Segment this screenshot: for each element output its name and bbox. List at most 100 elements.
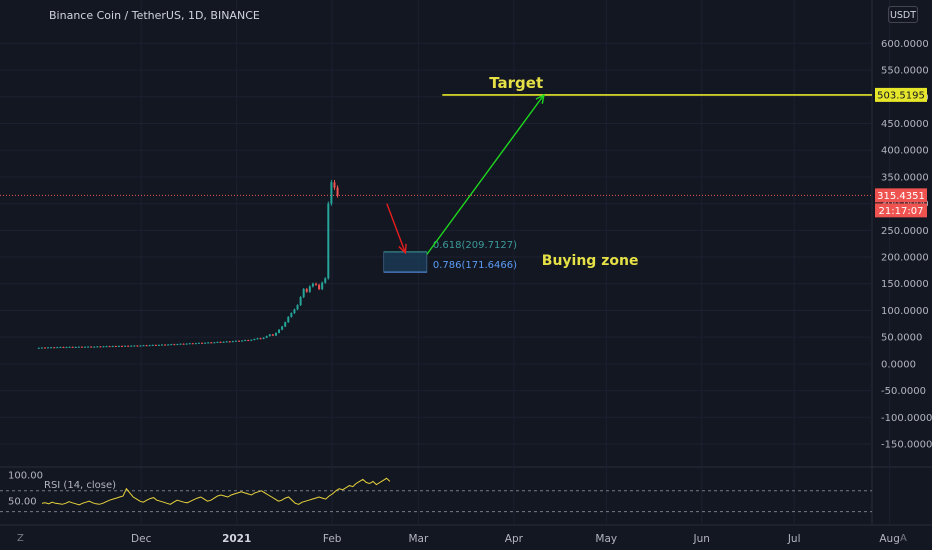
candle xyxy=(182,343,185,345)
candle xyxy=(84,346,86,348)
time-tick-label: Aug xyxy=(879,533,900,545)
time-tick-label: Apr xyxy=(505,533,524,545)
candle xyxy=(164,344,167,346)
candle xyxy=(173,344,176,346)
price-tick-label: 100.0000 xyxy=(881,306,929,317)
price-tick-label: 400.0000 xyxy=(881,146,929,157)
drawing-lines[interactable]: Target Buying zone xyxy=(0,74,872,269)
time-tick-label: May xyxy=(595,533,617,545)
candle xyxy=(90,346,93,348)
zoom-icon[interactable]: Z xyxy=(17,533,24,544)
candle xyxy=(68,346,71,348)
current-price-value: 315.4351 xyxy=(877,191,925,202)
price-tick-label: 200.0000 xyxy=(881,253,929,264)
candle xyxy=(333,182,336,188)
price-tick-label: 350.0000 xyxy=(881,172,929,183)
candle xyxy=(222,341,225,343)
rsi-pane: 100.00 50.00 RSI (14, close) xyxy=(0,471,872,513)
currency-button[interactable]: USDT xyxy=(888,6,918,23)
time-tick-label: Dec xyxy=(131,533,152,545)
candle xyxy=(324,278,327,283)
candle xyxy=(271,334,274,336)
candle xyxy=(50,347,53,349)
candle xyxy=(120,345,123,347)
candle xyxy=(336,187,339,196)
target-label: Target xyxy=(489,74,543,92)
candle xyxy=(124,345,127,347)
candle xyxy=(148,345,151,347)
current-price-tag xyxy=(875,188,927,203)
fib-618-label: 0.618(209.7127) xyxy=(433,240,517,251)
rsi-legend: RSI (14, close) xyxy=(44,480,116,491)
candle xyxy=(142,345,145,347)
candle xyxy=(161,344,163,346)
candle xyxy=(176,344,179,346)
candle xyxy=(99,346,102,348)
candle xyxy=(284,322,287,327)
candle xyxy=(210,342,213,344)
grid xyxy=(0,0,932,526)
buying-zone-label: Buying zone xyxy=(542,253,639,269)
candle xyxy=(111,346,114,348)
price-tick-label: 50.0000 xyxy=(881,333,922,344)
candle xyxy=(321,282,324,290)
candle xyxy=(238,340,240,342)
candle xyxy=(308,286,311,292)
candle xyxy=(133,345,136,347)
candle xyxy=(188,343,191,345)
candle xyxy=(278,329,281,333)
price-tick-label: 600.0000 xyxy=(881,39,929,50)
candle xyxy=(157,344,160,346)
candle xyxy=(241,340,244,342)
candle xyxy=(327,203,330,279)
countdown-value: 21:17:07 xyxy=(879,206,924,217)
price-tick-label: -150.0000 xyxy=(881,439,932,450)
candle xyxy=(213,342,216,344)
price-tick-label: -50.0000 xyxy=(881,386,926,397)
candle xyxy=(185,343,188,345)
candle xyxy=(311,283,314,287)
candle xyxy=(225,341,228,343)
price-tick-label: 0.0000 xyxy=(881,359,916,370)
candle xyxy=(105,346,108,348)
candle xyxy=(56,347,59,349)
candle xyxy=(274,332,277,336)
price-tick-label: 150.0000 xyxy=(881,279,929,290)
candle xyxy=(93,346,96,348)
candle xyxy=(65,347,68,349)
candle xyxy=(197,342,200,344)
candle xyxy=(302,289,305,298)
candle xyxy=(117,345,120,347)
candle xyxy=(53,347,56,349)
time-tick-label: 2021 xyxy=(222,533,251,545)
pullback-arrow xyxy=(386,203,406,253)
price-tick-label: -100.0000 xyxy=(881,413,932,424)
candle xyxy=(234,340,237,342)
candle xyxy=(201,342,204,344)
candle xyxy=(80,346,83,348)
candle xyxy=(74,346,77,348)
buying-zone-rect xyxy=(383,251,428,273)
candle xyxy=(191,343,194,345)
candle xyxy=(145,345,148,347)
candle xyxy=(216,341,219,343)
candle xyxy=(228,341,231,343)
candle xyxy=(167,344,170,346)
rsi-line xyxy=(41,477,391,506)
auto-scale-icon[interactable]: A xyxy=(900,533,907,544)
rsi-tick-label: 100.00 xyxy=(8,471,43,482)
candle xyxy=(244,340,247,342)
time-tick-label: Feb xyxy=(323,533,342,545)
candle xyxy=(114,346,117,348)
buying-zone-box[interactable]: 0.618(209.7127) 0.786(171.6466) xyxy=(383,240,517,273)
candle xyxy=(154,344,157,346)
candle xyxy=(194,343,197,345)
candle xyxy=(127,345,130,347)
price-axis: 600.0000550.0000500.0000450.0000400.0000… xyxy=(875,39,932,450)
candle xyxy=(170,344,173,346)
candle xyxy=(108,346,111,348)
candle xyxy=(179,343,182,345)
candle xyxy=(299,297,302,306)
candle xyxy=(87,346,90,348)
